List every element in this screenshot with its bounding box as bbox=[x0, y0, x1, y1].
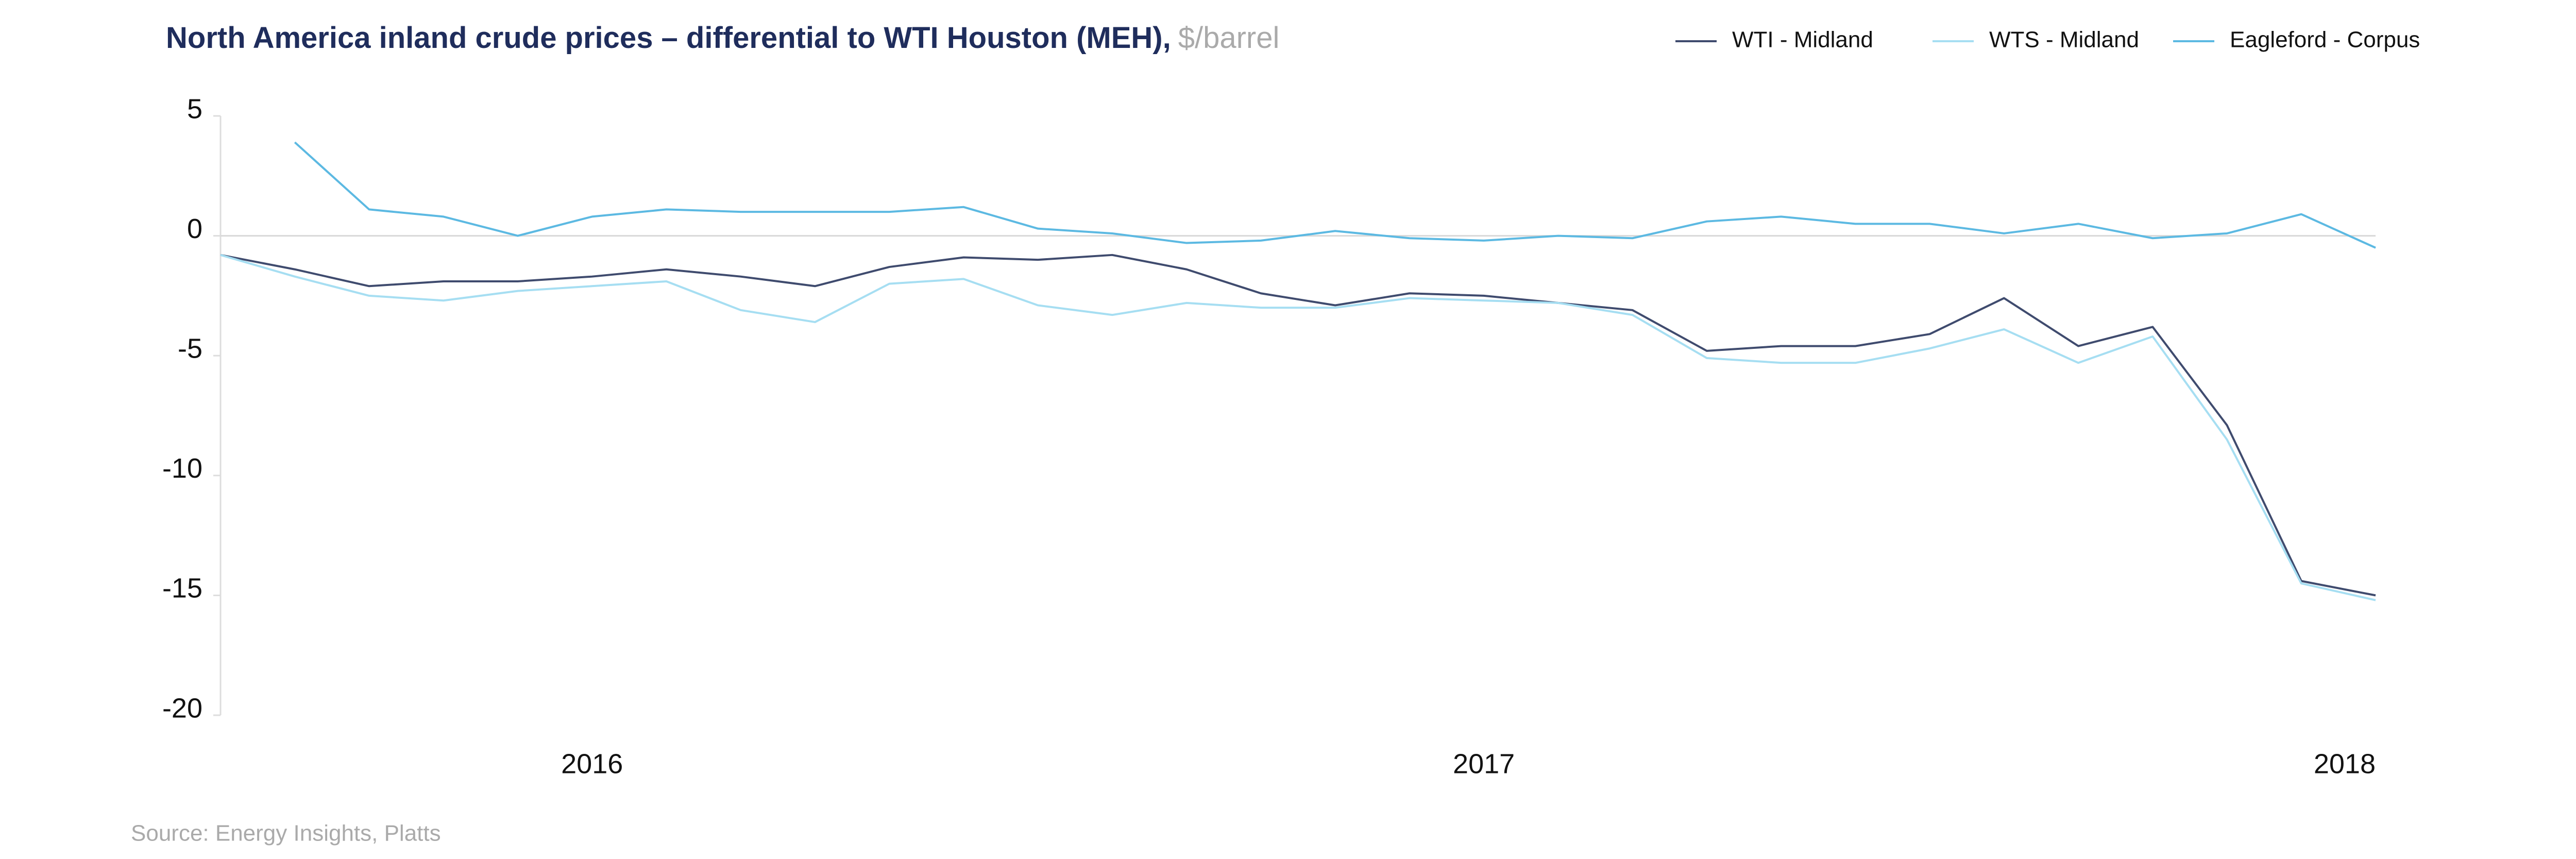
x-tick-label: 2017 bbox=[1453, 748, 1515, 779]
y-tick-label: 5 bbox=[187, 93, 202, 124]
legend-label: Eagleford - Corpus bbox=[2230, 27, 2420, 53]
x-tick-label: 2018 bbox=[2314, 748, 2376, 779]
y-tick-label: -15 bbox=[162, 573, 202, 604]
y-tick-label: 0 bbox=[187, 213, 202, 244]
unit: $/barrel bbox=[1178, 21, 1280, 55]
line bbox=[220, 254, 2376, 601]
y-tick-label: -10 bbox=[162, 453, 202, 484]
line bbox=[220, 254, 2376, 597]
x-tick-label: 2016 bbox=[561, 748, 623, 779]
title: North America inland crude prices – diff… bbox=[166, 21, 1171, 55]
source: Source: Energy Insights, Platts bbox=[131, 821, 441, 846]
line bbox=[294, 141, 2376, 249]
chart-title: North America inland crude prices – diff… bbox=[166, 21, 1279, 55]
legend-label: WTI - Midland bbox=[1732, 27, 1873, 53]
y-tick-label: -5 bbox=[178, 333, 202, 364]
y-tick-label: -20 bbox=[162, 693, 202, 723]
legend-label: WTS - Midland bbox=[1989, 27, 2139, 53]
